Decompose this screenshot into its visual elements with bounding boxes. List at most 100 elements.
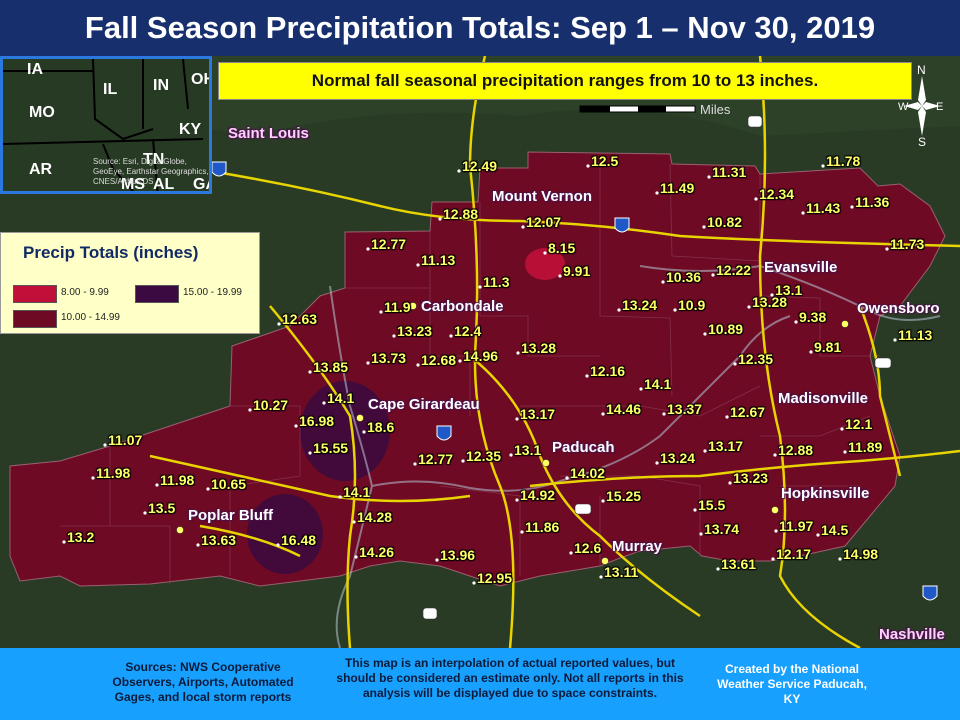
- observation-point: [308, 370, 312, 374]
- city-label-saint-louis: Saint Louis: [228, 125, 309, 142]
- legend-label-high: 15.00 - 19.99: [183, 287, 242, 298]
- precip-value: 12.35: [466, 448, 502, 464]
- observation-point: [773, 453, 777, 457]
- legend-swatch-mid: [13, 310, 57, 328]
- observation-point: [569, 551, 573, 555]
- compass-rose-icon: N S W E: [898, 63, 943, 146]
- precip-value: 14.92: [520, 487, 556, 503]
- precip-value: 11.13: [421, 252, 456, 268]
- precip-value: 14.46: [606, 401, 642, 417]
- inset-state-label: OH: [191, 71, 209, 88]
- observation-point: [601, 499, 605, 503]
- precip-value: 12.35: [738, 351, 774, 367]
- map-area[interactable]: IA IL IN OH MO KY AR TN MS AL GA Source:…: [0, 56, 960, 648]
- observation-point: [438, 217, 442, 221]
- observation-point: [809, 350, 813, 354]
- observation-point: [366, 247, 370, 251]
- precip-value: 9.81: [814, 339, 842, 355]
- precip-value: 11.98: [96, 465, 131, 481]
- precip-value: 14.02: [570, 465, 606, 481]
- inset-state-label: IN: [153, 77, 169, 94]
- city-label-paducah: Paducah: [552, 439, 615, 456]
- precip-value: 14.1: [327, 390, 355, 406]
- precip-value: 10.82: [707, 214, 743, 230]
- precip-value: 13.28: [752, 294, 788, 310]
- precip-value: 10.36: [666, 269, 702, 285]
- observation-point: [725, 415, 729, 419]
- precip-value: 13.17: [708, 438, 744, 454]
- precip-value: 11.98: [160, 472, 195, 488]
- legend: Precip Totals (inches) 8.00 - 9.99 15.00…: [0, 232, 260, 334]
- precip-high-area-cape: [300, 381, 390, 481]
- precip-value: 10.65: [211, 476, 247, 492]
- footer-sources: Sources: NWS Cooperative Observers, Airp…: [112, 660, 294, 704]
- observation-point: [196, 543, 200, 547]
- precip-value: 13.85: [313, 359, 349, 375]
- observation-point: [771, 557, 775, 561]
- precip-value: 11.31: [712, 164, 747, 180]
- observation-point: [457, 169, 461, 173]
- precip-value: 11.86: [525, 519, 560, 535]
- footer-disclaimer: This map is an interpolation of actual r…: [336, 656, 684, 700]
- precip-value: 13.23: [733, 470, 769, 486]
- observation-point: [655, 191, 659, 195]
- precip-value: 12.77: [418, 451, 454, 467]
- observation-point: [840, 427, 844, 431]
- precip-value: 13.73: [371, 350, 407, 366]
- observation-point: [838, 557, 842, 561]
- inset-state-label: IL: [103, 81, 118, 98]
- inset-state-label: MO: [29, 104, 55, 121]
- city-label-hopkinsville: Hopkinsville: [781, 485, 870, 502]
- precip-value: 18.6: [367, 419, 395, 435]
- precip-value: 11.07: [108, 432, 143, 448]
- compass-s: S: [918, 135, 926, 146]
- precip-value: 10.27: [253, 397, 289, 413]
- observation-point: [747, 305, 751, 309]
- observation-point: [294, 424, 298, 428]
- observation-point: [515, 498, 519, 502]
- precip-value: 14.1: [343, 484, 371, 500]
- observation-point: [379, 310, 383, 314]
- observation-point: [362, 430, 366, 434]
- precip-value: 14.98: [843, 546, 879, 562]
- precip-value: 13.96: [440, 547, 476, 563]
- inset-credit: Source: Esri, DigitalGlobe, GeoEye, Eart…: [93, 157, 209, 186]
- precip-value: 13.63: [201, 532, 237, 548]
- observation-point: [655, 461, 659, 465]
- legend-swatch-high: [135, 285, 179, 303]
- observation-point: [338, 495, 342, 499]
- observation-point: [639, 387, 643, 391]
- precip-value: 11.3: [483, 274, 510, 290]
- legend-label-mid: 10.00 - 14.99: [61, 312, 120, 323]
- legend-title: Precip Totals (inches): [23, 243, 199, 262]
- observation-point: [478, 285, 482, 289]
- observation-point: [821, 164, 825, 168]
- precip-value: 12.67: [730, 404, 766, 420]
- observation-point: [521, 225, 525, 229]
- precip-value: 12.68: [421, 352, 457, 368]
- observation-point: [774, 529, 778, 533]
- observation-point: [354, 555, 358, 559]
- precip-value: 13.24: [622, 297, 658, 313]
- legend-swatch-low: [13, 285, 57, 303]
- footer: Sources: NWS Cooperative Observers, Airp…: [0, 648, 960, 720]
- observation-point: [703, 449, 707, 453]
- inset-state-label: AL: [153, 176, 175, 193]
- precip-value: 12.5: [591, 153, 619, 169]
- precip-value: 13.17: [520, 406, 556, 422]
- observation-point: [520, 530, 524, 534]
- observation-point: [352, 520, 356, 524]
- observation-point: [435, 558, 439, 562]
- precip-value: 12.17: [776, 546, 812, 562]
- precip-value: 12.16: [590, 363, 626, 379]
- observation-point: [515, 417, 519, 421]
- observation-point: [103, 443, 107, 447]
- observation-point: [277, 322, 281, 326]
- observation-point: [62, 540, 66, 544]
- observation-point: [509, 453, 513, 457]
- precip-high-area-poplar: [247, 494, 323, 574]
- page-title: Fall Season Precipitation Totals: Sep 1 …: [0, 0, 960, 56]
- precip-value: 16.98: [299, 413, 335, 429]
- observation-point: [617, 308, 621, 312]
